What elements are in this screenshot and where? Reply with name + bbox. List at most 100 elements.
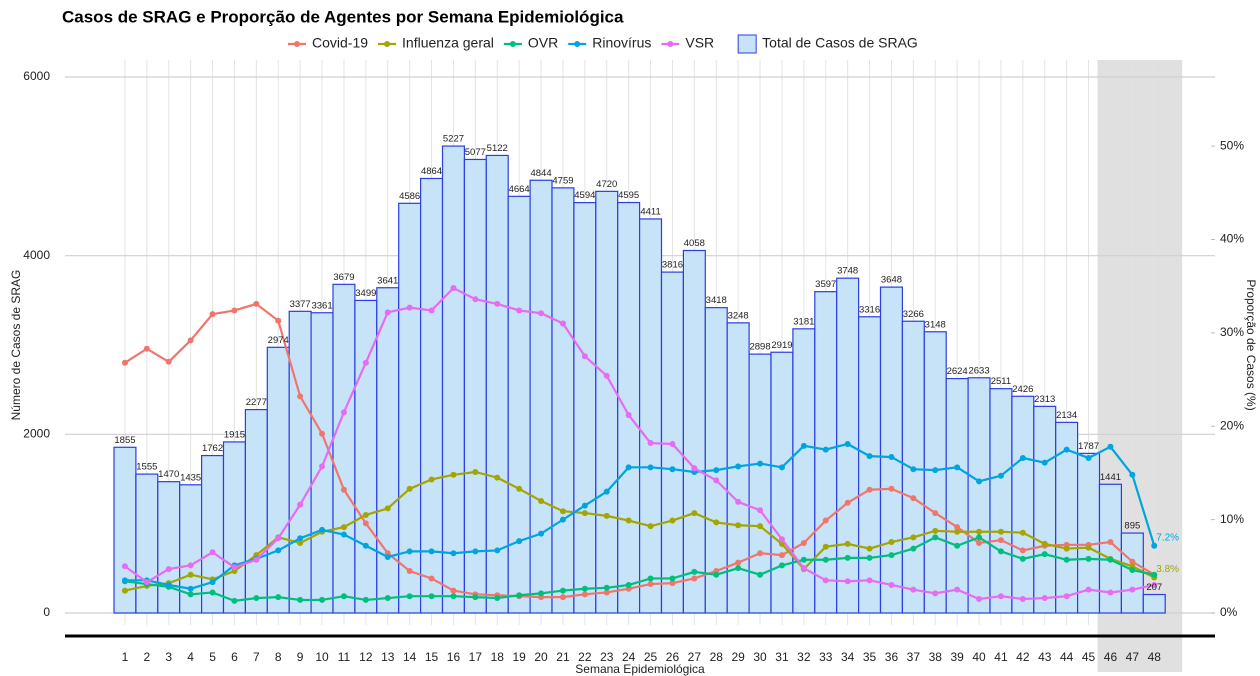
series-point — [1107, 589, 1114, 596]
bar — [551, 187, 575, 614]
series-point — [866, 486, 873, 493]
series-point — [362, 542, 369, 549]
series-point — [691, 510, 698, 517]
bar-value-label: 3181 — [793, 316, 814, 327]
series-point — [976, 595, 983, 602]
bar-value-label: 4411 — [640, 206, 660, 217]
series-point — [1129, 567, 1136, 574]
bar — [1033, 405, 1057, 614]
series-point — [319, 526, 326, 533]
bar-value-label: 5122 — [487, 143, 508, 154]
series-point — [472, 594, 479, 601]
series-point — [735, 522, 742, 529]
series-point — [888, 485, 895, 492]
series-point — [275, 317, 282, 324]
bar — [989, 388, 1013, 614]
bar — [376, 287, 400, 614]
series-point — [297, 501, 304, 508]
x-tick-label: 14 — [403, 650, 417, 664]
series-line — [124, 536, 1155, 602]
x-tick-label: 1 — [122, 650, 129, 664]
x-tick-label: 34 — [841, 650, 855, 664]
x-tick-label: 4 — [187, 650, 194, 664]
series-point — [866, 577, 873, 584]
series-point — [384, 553, 391, 560]
bar-value-label: 2898 — [749, 342, 770, 353]
series-point — [932, 527, 939, 534]
series-point — [910, 466, 917, 473]
x-tick-label: 32 — [797, 650, 811, 664]
series-point — [669, 580, 676, 587]
x-tick-label: 24 — [622, 650, 636, 664]
series-point — [121, 587, 128, 594]
bar-value-label: 1762 — [202, 443, 223, 454]
y2-tick-label: 50% — [1220, 138, 1244, 152]
series-point — [1085, 586, 1092, 593]
series-point — [494, 474, 501, 481]
series-point — [340, 524, 347, 531]
series-point — [581, 510, 588, 517]
series-point — [1063, 446, 1070, 453]
bar — [332, 283, 356, 614]
legend-point — [509, 41, 516, 47]
series-point — [647, 581, 654, 588]
series-point — [538, 590, 545, 597]
x-tick-label: 19 — [512, 650, 526, 664]
series-point — [1085, 544, 1092, 551]
series-point — [1019, 529, 1026, 536]
series-point — [559, 320, 566, 327]
series-point — [625, 412, 632, 419]
series-point — [822, 577, 829, 584]
series-point — [384, 309, 391, 316]
series-point — [581, 502, 588, 509]
x-tick-label: 35 — [863, 650, 877, 664]
series-point — [603, 372, 610, 379]
bar-value-label: 5077 — [465, 147, 486, 158]
series-point — [1107, 539, 1114, 546]
series-point — [516, 538, 523, 545]
series-point — [800, 556, 807, 563]
series-line — [124, 442, 1156, 590]
y2-tick-label: 10% — [1220, 512, 1244, 526]
series-point — [976, 528, 983, 535]
series-point — [1107, 556, 1114, 563]
x-tick-label: 33 — [819, 650, 833, 664]
series-point — [559, 594, 566, 601]
bar-value-label: 1435 — [180, 472, 201, 483]
series-line — [124, 286, 1155, 601]
series-point — [450, 587, 457, 594]
bar — [857, 316, 882, 614]
bar — [135, 473, 159, 614]
series-point — [187, 585, 194, 592]
x-tick-label: 29 — [731, 650, 745, 664]
bar — [485, 154, 509, 614]
bar-value-label: 2134 — [1056, 410, 1077, 421]
series-point — [976, 478, 983, 485]
x-tick-label: 43 — [1038, 650, 1052, 664]
bar-value-label: 4844 — [530, 168, 551, 179]
series-point — [581, 585, 588, 592]
series-point — [384, 505, 391, 512]
bar-value-label: 2277 — [246, 397, 267, 408]
series-point — [362, 520, 369, 527]
series-point — [997, 472, 1004, 479]
bar-value-label: 4595 — [618, 190, 639, 201]
series-point — [362, 511, 369, 518]
y2-tick-label: 0% — [1220, 605, 1238, 619]
series-point — [209, 579, 216, 586]
bar-value-label: 4664 — [509, 184, 530, 195]
series-point — [406, 304, 413, 311]
bar — [617, 201, 641, 614]
series-point — [297, 393, 304, 400]
x-tick-label: 25 — [644, 650, 658, 664]
bar-value-label: 2426 — [1012, 384, 1033, 395]
bar — [1142, 593, 1166, 614]
series-point — [187, 591, 194, 598]
series-point — [428, 476, 435, 483]
series-point — [844, 554, 851, 561]
bar-value-label: 3748 — [837, 266, 858, 277]
series-point — [757, 523, 764, 530]
series-point — [735, 498, 742, 505]
series-point — [1041, 459, 1048, 466]
